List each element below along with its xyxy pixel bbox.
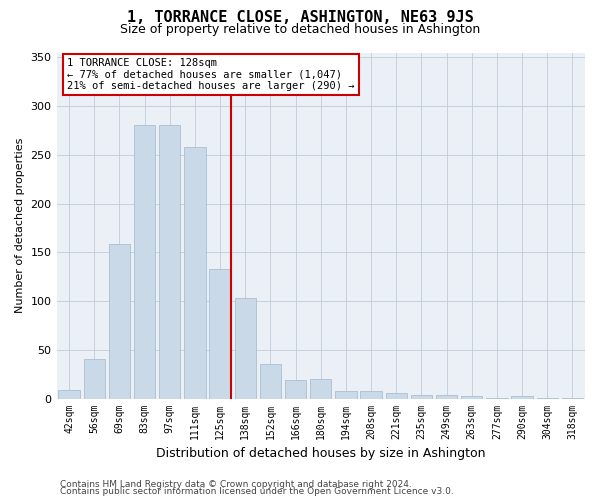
Bar bbox=[335, 391, 356, 398]
Bar bbox=[83, 358, 105, 399]
Bar bbox=[511, 396, 533, 398]
Bar bbox=[260, 364, 281, 398]
Bar bbox=[209, 269, 231, 398]
Bar bbox=[436, 394, 457, 398]
Bar bbox=[109, 244, 130, 398]
Text: Size of property relative to detached houses in Ashington: Size of property relative to detached ho… bbox=[120, 22, 480, 36]
Bar bbox=[134, 124, 155, 398]
Bar bbox=[411, 394, 432, 398]
Bar bbox=[386, 392, 407, 398]
Bar bbox=[461, 396, 482, 398]
Bar bbox=[184, 147, 206, 399]
Bar bbox=[310, 379, 331, 398]
Bar bbox=[235, 298, 256, 398]
Bar bbox=[58, 390, 80, 398]
Text: 1 TORRANCE CLOSE: 128sqm
← 77% of detached houses are smaller (1,047)
21% of sem: 1 TORRANCE CLOSE: 128sqm ← 77% of detach… bbox=[67, 58, 355, 91]
Text: 1, TORRANCE CLOSE, ASHINGTON, NE63 9JS: 1, TORRANCE CLOSE, ASHINGTON, NE63 9JS bbox=[127, 10, 473, 25]
Bar bbox=[361, 391, 382, 398]
Bar bbox=[159, 124, 181, 398]
X-axis label: Distribution of detached houses by size in Ashington: Distribution of detached houses by size … bbox=[156, 447, 485, 460]
Text: Contains HM Land Registry data © Crown copyright and database right 2024.: Contains HM Land Registry data © Crown c… bbox=[60, 480, 412, 489]
Y-axis label: Number of detached properties: Number of detached properties bbox=[15, 138, 25, 313]
Bar bbox=[285, 380, 307, 398]
Text: Contains public sector information licensed under the Open Government Licence v3: Contains public sector information licen… bbox=[60, 488, 454, 496]
